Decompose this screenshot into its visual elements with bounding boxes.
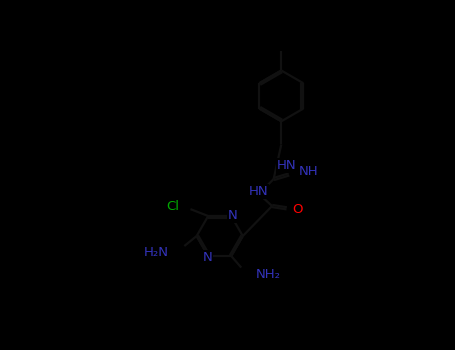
- Text: O: O: [292, 203, 303, 216]
- Text: N: N: [202, 251, 212, 264]
- Text: Cl: Cl: [166, 200, 179, 213]
- Text: HN: HN: [248, 185, 268, 198]
- Text: H₂N: H₂N: [144, 246, 169, 259]
- Text: NH₂: NH₂: [256, 268, 281, 281]
- Text: N: N: [228, 209, 238, 222]
- Text: HN: HN: [277, 159, 297, 172]
- Text: NH: NH: [298, 165, 318, 178]
